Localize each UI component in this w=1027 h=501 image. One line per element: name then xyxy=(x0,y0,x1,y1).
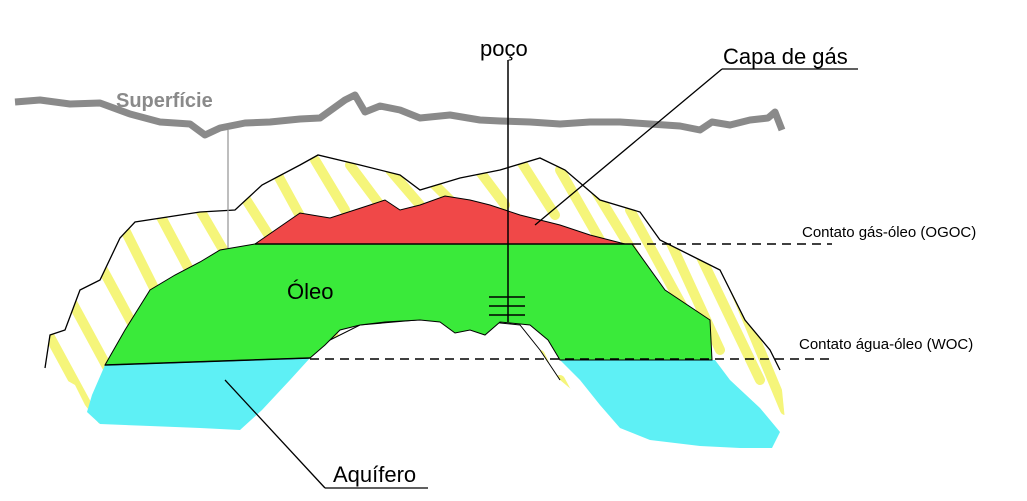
water-oil-contact-line xyxy=(104,357,311,366)
surface-line xyxy=(14,91,786,139)
aquifer-left xyxy=(87,358,310,430)
gas-cap-label: Capa de gás xyxy=(723,44,848,69)
aquifer-label: Aquífero xyxy=(333,462,416,487)
gas-oil-contact-label: Contato gás-óleo (OGOC) xyxy=(802,224,976,241)
well-label: poço xyxy=(480,36,528,61)
water-oil-contact-label: Contato água-óleo (WOC) xyxy=(799,336,973,353)
cap-rock-outline xyxy=(44,154,781,371)
aquifer-leader xyxy=(224,379,326,489)
surface-label: Superfície xyxy=(116,90,213,112)
oil-label: Óleo xyxy=(287,279,333,304)
oil-zone xyxy=(104,243,713,366)
aquifer-right xyxy=(560,360,780,448)
gas-cap-zone xyxy=(253,195,626,245)
well-perforations xyxy=(489,296,525,316)
gas-cap-leader xyxy=(534,68,723,226)
cap-rock-inner-outline xyxy=(319,317,561,381)
